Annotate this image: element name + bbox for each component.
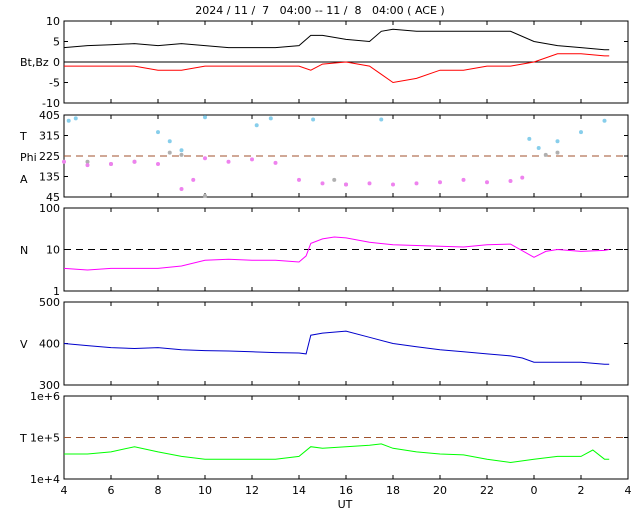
x-axis-label: UT <box>338 498 353 511</box>
phi_gray-point <box>332 177 337 182</box>
x-tick-label: 18 <box>386 484 400 497</box>
x-tick-label: 4 <box>61 484 68 497</box>
x-tick-label: 4 <box>625 484 632 497</box>
theta-point <box>579 130 583 135</box>
panel-label: T <box>19 130 27 143</box>
phi_gray-point <box>543 152 548 157</box>
phi_violet-point <box>250 157 254 162</box>
phi_gray-point <box>203 193 207 198</box>
y-tick-label: -10 <box>42 97 60 110</box>
phi_gray-point <box>167 150 172 155</box>
speed-series-line <box>63 330 610 365</box>
y-tick-label: 5 <box>53 36 60 49</box>
panel-bt_bz: 10 5 0 -5 -10 Bt,Bz <box>20 15 629 110</box>
x-axis-tick-labels: 4 6 8 10 12 14 16 18 20 22 0 2 4 <box>61 484 632 497</box>
density-series-line <box>63 236 610 271</box>
theta-point <box>379 117 384 122</box>
phi_violet-point <box>203 156 207 161</box>
phi_violet-point <box>297 177 301 182</box>
phi_gray-point <box>179 152 184 157</box>
chart-panels: 10 5 0 -5 -10 Bt,Bz 405 315 225 135 45 T Phi A 100 10 1 N… <box>19 15 629 486</box>
temperature-series-line <box>64 443 610 464</box>
y-tick-label: 300 <box>39 379 60 392</box>
theta-point <box>311 117 316 122</box>
y-tick-label: 0 <box>53 56 60 69</box>
theta-point <box>167 139 172 144</box>
phi_violet-point <box>320 181 325 186</box>
phi_violet-point <box>179 187 184 192</box>
theta-point <box>254 123 259 128</box>
y-tick-label: 1e+4 <box>30 473 60 486</box>
y-tick-label: 315 <box>39 130 60 143</box>
x-tick-label: 12 <box>245 484 259 497</box>
panel-label: Bt,Bz <box>20 56 49 69</box>
theta-point <box>156 130 160 135</box>
phi_violet-point <box>109 161 113 166</box>
panel-label: A <box>20 173 28 186</box>
phi_violet-point <box>520 175 525 180</box>
phi_violet-point <box>226 159 231 164</box>
x-tick-label: 22 <box>480 484 494 497</box>
y-tick-label: 1e+6 <box>30 390 60 403</box>
panel-label: Phi <box>20 151 37 164</box>
x-tick-label: 2 <box>578 484 585 497</box>
phi_violet-point <box>461 177 466 182</box>
x-tick-label: 6 <box>108 484 115 497</box>
y-tick-label: 500 <box>39 296 60 309</box>
phi_violet-point <box>156 161 160 166</box>
phi_violet-point <box>344 182 348 187</box>
theta-point <box>179 148 184 153</box>
theta-point <box>203 115 207 120</box>
panel-density: 100 10 1 N <box>20 202 629 298</box>
phi_violet-point <box>367 181 372 186</box>
x-tick-label: 16 <box>339 484 353 497</box>
theta-point <box>66 118 71 123</box>
panel-speed: 500 400 300 V <box>20 296 629 392</box>
panel-theta_phi: 405 315 225 135 45 T Phi A <box>19 109 629 204</box>
phi_gray-point <box>85 159 90 164</box>
phi_violet-point <box>132 159 137 164</box>
phi_gray-point <box>555 150 560 155</box>
y-tick-label: 1 <box>53 285 60 298</box>
phi_violet-point <box>62 159 66 164</box>
theta-point <box>602 118 607 123</box>
y-tick-label: 100 <box>39 202 60 215</box>
panel-label: V <box>20 338 28 351</box>
phi_violet-point <box>191 177 196 182</box>
y-tick-label: 1e+5 <box>30 432 60 445</box>
panel-label: N <box>20 244 28 257</box>
theta-point <box>73 116 78 121</box>
theta-point <box>536 146 541 151</box>
phi_violet-point <box>273 160 278 165</box>
x-tick-label: 10 <box>198 484 212 497</box>
y-tick-label: 135 <box>39 171 60 184</box>
x-tick-label: 8 <box>155 484 162 497</box>
y-tick-label: -5 <box>49 77 60 90</box>
y-tick-label: 45 <box>46 191 60 204</box>
x-tick-label: 14 <box>292 484 306 497</box>
chart-title: 2024 / 11 / 7 04:00 -- 11 / 8 04:00 ( AC… <box>195 4 445 17</box>
bz-series-line <box>64 53 610 84</box>
panel-temperature: 1e+6 1e+5 1e+4 T <box>19 390 629 486</box>
theta-point <box>268 116 273 121</box>
phi_violet-point <box>508 179 513 184</box>
y-tick-label: 10 <box>46 244 60 257</box>
y-tick-label: 225 <box>39 150 60 163</box>
phi_violet-point <box>414 181 419 186</box>
theta-point <box>527 136 532 141</box>
y-tick-label: 405 <box>39 109 60 122</box>
phi_violet-point <box>438 180 442 185</box>
panel-label: T <box>19 432 27 445</box>
phi_violet-point <box>485 180 489 185</box>
x-tick-label: 0 <box>531 484 538 497</box>
y-tick-label: 10 <box>46 15 60 28</box>
panel-frame <box>63 301 629 386</box>
y-tick-label: 400 <box>39 338 60 351</box>
bt-series-line <box>63 28 610 51</box>
x-tick-label: 20 <box>433 484 447 497</box>
phi_violet-point <box>85 163 90 168</box>
theta-point <box>555 139 560 144</box>
phi_violet-point <box>391 182 395 187</box>
